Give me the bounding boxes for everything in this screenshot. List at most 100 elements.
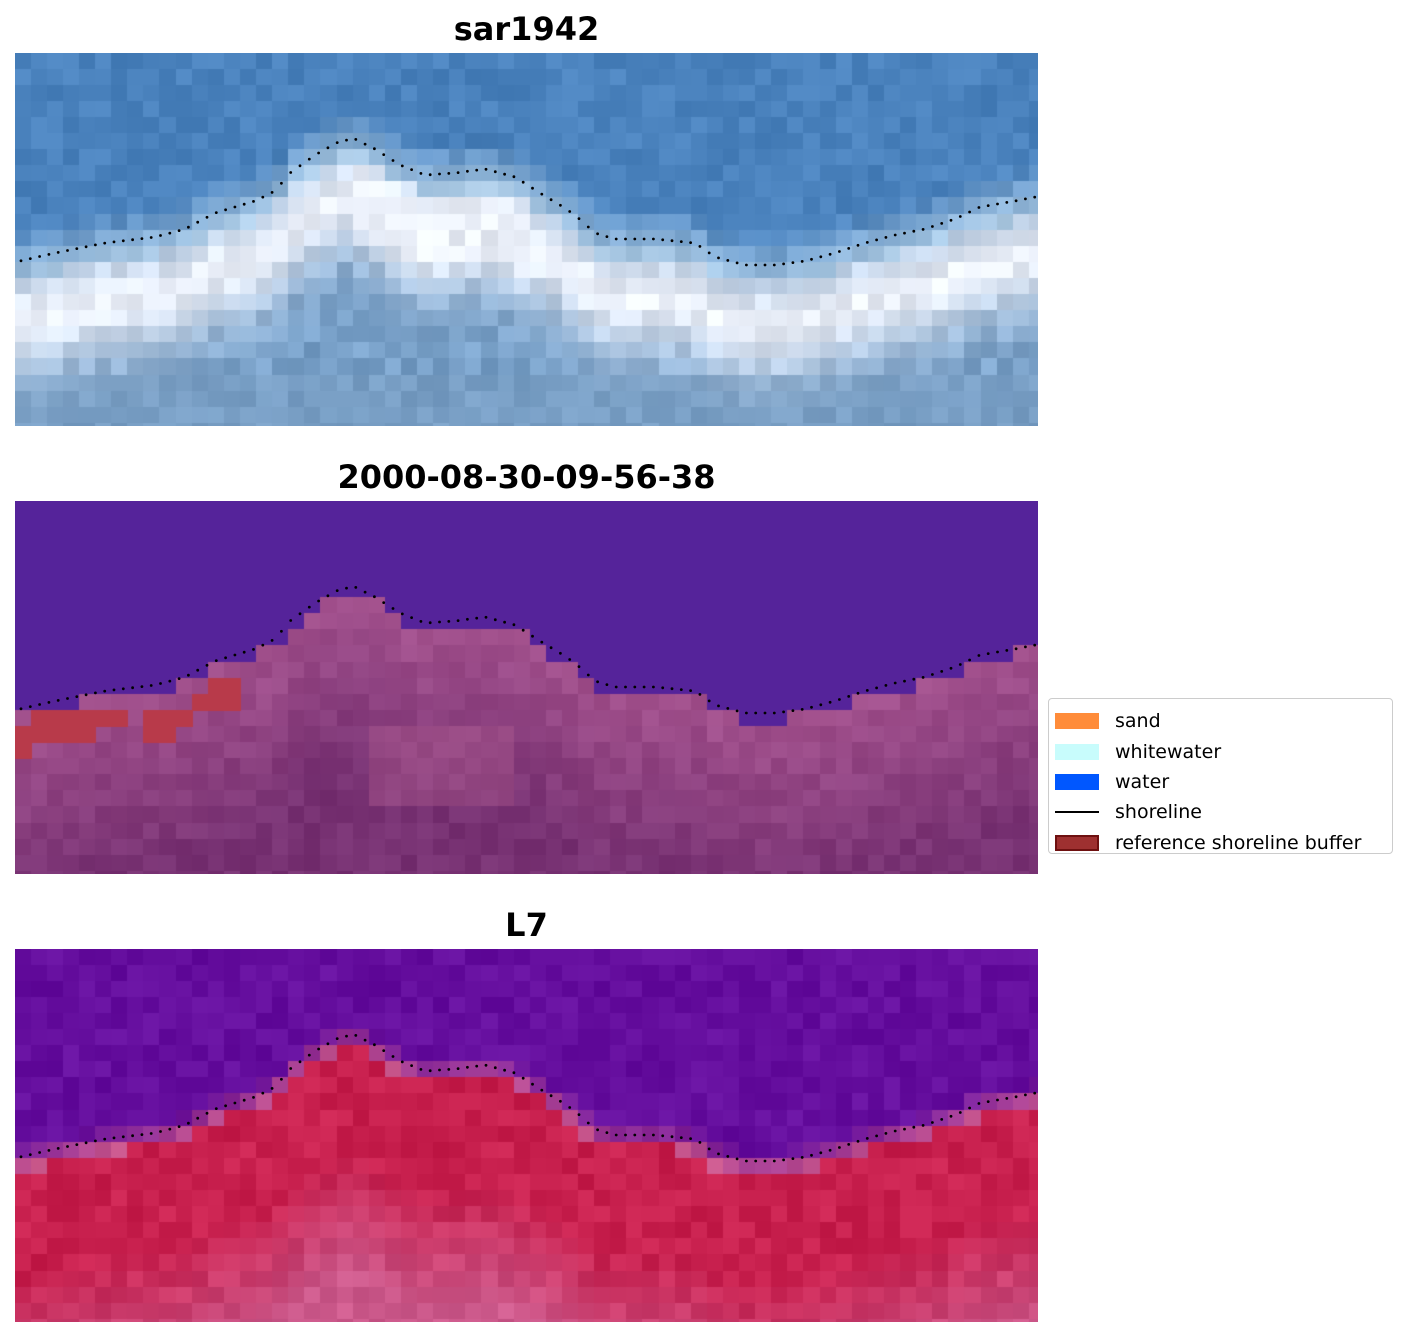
shoreline-line-swatch xyxy=(1055,811,1099,814)
shoreline-point xyxy=(605,235,609,239)
shoreline-point xyxy=(84,245,88,249)
classified-image xyxy=(15,501,1038,874)
shoreline-point xyxy=(745,711,748,715)
sand-swatch xyxy=(1055,713,1099,730)
shoreline-point xyxy=(977,1102,981,1105)
shoreline-point xyxy=(466,1065,469,1069)
shoreline-point xyxy=(772,711,776,715)
shoreline-point xyxy=(614,1133,618,1137)
shoreline-point xyxy=(466,169,469,173)
shoreline-point xyxy=(763,711,767,715)
shoreline-point xyxy=(187,225,190,229)
shoreline-point xyxy=(568,210,572,213)
shoreline-point xyxy=(345,1034,348,1038)
shoreline-point xyxy=(456,619,460,622)
shoreline-point xyxy=(614,237,618,241)
shoreline-point xyxy=(187,673,190,677)
shoreline-point xyxy=(400,1060,404,1064)
shoreline-point xyxy=(475,616,479,620)
shoreline-point xyxy=(977,206,981,209)
shoreline-point xyxy=(996,650,999,654)
shoreline-point xyxy=(540,640,544,644)
shoreline-point xyxy=(242,650,246,654)
shoreline-overlay-2 xyxy=(19,586,1037,715)
shoreline-point xyxy=(214,211,218,215)
shoreline-point xyxy=(196,668,200,672)
shoreline-point xyxy=(512,175,516,179)
shoreline-point xyxy=(373,147,376,151)
panel-title-classified: 2000-08-30-09-56-38 xyxy=(337,458,716,496)
shoreline-point xyxy=(819,703,823,707)
shoreline-point xyxy=(270,639,274,642)
shoreline-point xyxy=(893,1129,897,1133)
shoreline-point xyxy=(707,1147,711,1151)
shoreline-point xyxy=(605,683,609,686)
shoreline-point xyxy=(903,1127,906,1131)
shoreline-point xyxy=(456,171,460,174)
shoreline-point xyxy=(512,1071,516,1075)
shoreline-point xyxy=(75,1143,79,1146)
shoreline-point xyxy=(252,200,255,203)
image-panel-index xyxy=(15,949,1038,1322)
shoreline-point xyxy=(400,164,404,168)
shoreline-point xyxy=(214,1107,218,1110)
shoreline-point xyxy=(428,173,432,177)
shoreline-point xyxy=(865,689,869,692)
shoreline-point xyxy=(438,620,441,624)
shoreline-point xyxy=(326,1042,330,1046)
shoreline-point xyxy=(521,628,525,632)
legend-label: sand xyxy=(1115,710,1161,733)
shoreline-point xyxy=(1005,1097,1009,1100)
shoreline-point xyxy=(261,643,265,647)
shoreline-point xyxy=(363,1038,367,1042)
shoreline-point xyxy=(540,192,544,196)
shoreline-point xyxy=(912,1125,916,1129)
shoreline-point xyxy=(875,238,878,242)
shoreline-point xyxy=(270,1087,274,1090)
shoreline-point xyxy=(884,1132,888,1135)
shoreline-point xyxy=(875,1134,878,1138)
shoreline-point xyxy=(103,689,107,693)
shoreline-point xyxy=(447,620,451,623)
shoreline-point xyxy=(884,236,888,239)
shoreline-point xyxy=(642,685,646,689)
shoreline-point xyxy=(224,1104,228,1108)
shoreline-point xyxy=(605,1131,609,1134)
shoreline-point xyxy=(335,1037,339,1040)
shoreline-point xyxy=(159,682,162,685)
shoreline-point xyxy=(280,1077,283,1081)
shoreline-point xyxy=(949,1114,953,1118)
shoreline-point xyxy=(652,685,655,689)
shoreline-point xyxy=(958,1111,962,1114)
shoreline-point xyxy=(865,1137,869,1140)
shoreline-point xyxy=(38,255,41,258)
shoreline-point xyxy=(838,698,841,701)
shoreline-point xyxy=(335,589,339,592)
shoreline-point xyxy=(196,220,200,224)
shoreline-point xyxy=(754,1159,758,1163)
shoreline-point xyxy=(224,208,228,212)
legend: sand whitewater water shoreline referenc… xyxy=(1048,698,1393,854)
shoreline-point xyxy=(931,1121,934,1124)
shoreline-point xyxy=(847,695,851,698)
panel-title-index: L7 xyxy=(505,906,548,944)
shoreline-point xyxy=(317,151,320,155)
shoreline-point xyxy=(456,1067,460,1070)
shoreline-point xyxy=(131,1134,134,1138)
shoreline-point xyxy=(614,685,618,689)
shoreline-point xyxy=(782,1158,785,1162)
shoreline-point xyxy=(84,1141,88,1145)
shoreline-point xyxy=(205,663,209,667)
shoreline-point xyxy=(261,195,265,199)
shoreline-point xyxy=(493,170,497,174)
shoreline-point xyxy=(903,679,906,683)
shoreline-point xyxy=(56,699,60,702)
shoreline-point xyxy=(949,218,953,222)
shoreline-point xyxy=(168,679,172,683)
shoreline-point xyxy=(410,1064,413,1067)
shoreline-point xyxy=(19,707,23,711)
shoreline-point xyxy=(503,172,506,176)
shoreline-point xyxy=(707,251,711,255)
shoreline-point xyxy=(28,705,32,708)
shoreline-point xyxy=(828,1148,832,1152)
